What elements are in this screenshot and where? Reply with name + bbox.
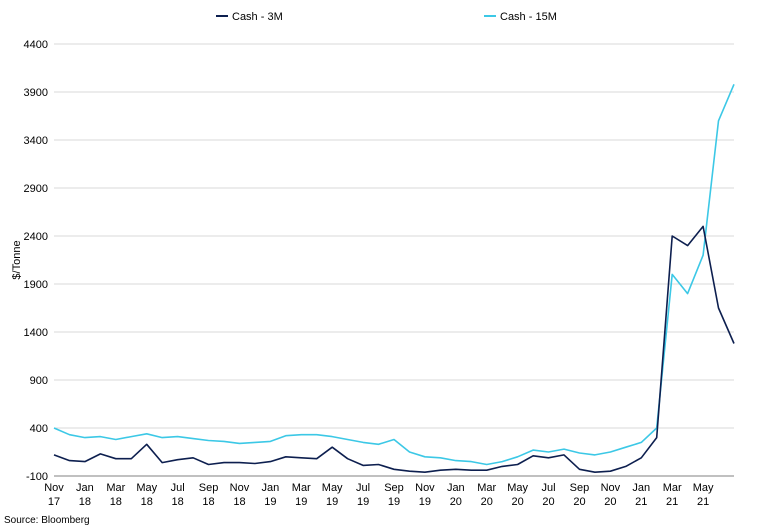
- y-tick-label: 1900: [24, 279, 48, 291]
- x-tick-label-year: 18: [202, 496, 214, 508]
- x-tick-label-year: 17: [48, 496, 60, 508]
- x-tick-label-year: 19: [388, 496, 400, 508]
- x-tick-label-month: May: [693, 482, 714, 494]
- x-tick-label-year: 18: [172, 496, 184, 508]
- x-tick-label-month: May: [136, 482, 157, 494]
- x-tick-label-month: Mar: [663, 482, 682, 494]
- series-line-cash-15m: [53, 83, 735, 466]
- x-tick-label-month: Jan: [261, 482, 279, 494]
- x-tick-label-year: 20: [481, 496, 493, 508]
- source-note: Source: Bloomberg: [4, 515, 90, 526]
- y-tick-label: 1400: [24, 327, 48, 339]
- y-tick-label: 3900: [24, 87, 48, 99]
- x-tick-label-year: 19: [295, 496, 307, 508]
- x-tick-labels: Nov 17 Jan 18 Mar 18 May 18 Jul 18 Sep 18 Nov 18 Jan 19…: [44, 482, 714, 508]
- x-tick-label-year: 18: [141, 496, 153, 508]
- legend-label-cash-15m: Cash - 15M: [500, 11, 557, 23]
- x-tick-label-year: 18: [79, 496, 91, 508]
- x-tick-label-month: Jan: [447, 482, 465, 494]
- x-tick-label-month: Sep: [199, 482, 219, 494]
- x-tick-label-month: Sep: [384, 482, 404, 494]
- x-tick-label-year: 19: [419, 496, 431, 508]
- x-tick-label-year: 21: [697, 496, 709, 508]
- x-tick-label-month: Nov: [44, 482, 64, 494]
- y-tick-label: 3400: [24, 135, 48, 147]
- x-tick-label-month: Mar: [106, 482, 125, 494]
- x-tick-label-year: 19: [326, 496, 338, 508]
- x-tick-label-month: Nov: [230, 482, 250, 494]
- y-tick-label: 4400: [24, 39, 48, 51]
- x-tick-label-month: Jul: [542, 482, 556, 494]
- x-tick-label-month: May: [322, 482, 343, 494]
- x-tick-label-month: Mar: [477, 482, 496, 494]
- x-tick-label-year: 20: [512, 496, 524, 508]
- y-tick-labels: -100 400 900 1400 1900 2400 2900 3400 3900 4400: [24, 39, 48, 483]
- x-tick-label-year: 21: [666, 496, 678, 508]
- y-tick-label: 400: [30, 423, 48, 435]
- x-tick-label-month: May: [507, 482, 528, 494]
- x-tick-label-month: Mar: [292, 482, 311, 494]
- y-tick-label: 2900: [24, 183, 48, 195]
- x-tick-label-year: 19: [357, 496, 369, 508]
- legend: Cash - 3M Cash - 15M: [216, 11, 557, 23]
- x-tick-label-year: 20: [604, 496, 616, 508]
- x-tick-label-year: 20: [573, 496, 585, 508]
- x-tick-label-month: Nov: [415, 482, 435, 494]
- x-tick-label-month: Nov: [601, 482, 621, 494]
- y-tick-label: -100: [26, 471, 48, 483]
- x-tick-label-month: Jan: [632, 482, 650, 494]
- x-tick-label-month: Jul: [356, 482, 370, 494]
- y-tick-label: 900: [30, 375, 48, 387]
- x-tick-label-month: Jul: [171, 482, 185, 494]
- x-tick-label-year: 21: [635, 496, 647, 508]
- series-line-cash-3m: [53, 225, 735, 473]
- x-tick-label-year: 18: [233, 496, 245, 508]
- y-tick-label: 2400: [24, 231, 48, 243]
- x-tick-label-year: 18: [110, 496, 122, 508]
- x-tick-label-year: 19: [264, 496, 276, 508]
- y-axis-label: $/Tonne: [11, 240, 23, 279]
- legend-label-cash-3m: Cash - 3M: [232, 11, 283, 23]
- gridlines: [54, 43, 734, 429]
- x-tick-label-month: Sep: [570, 482, 590, 494]
- x-tick-label-year: 20: [542, 496, 554, 508]
- x-tick-label-month: Jan: [76, 482, 94, 494]
- series-lines: [53, 83, 735, 473]
- x-tick-label-year: 20: [450, 496, 462, 508]
